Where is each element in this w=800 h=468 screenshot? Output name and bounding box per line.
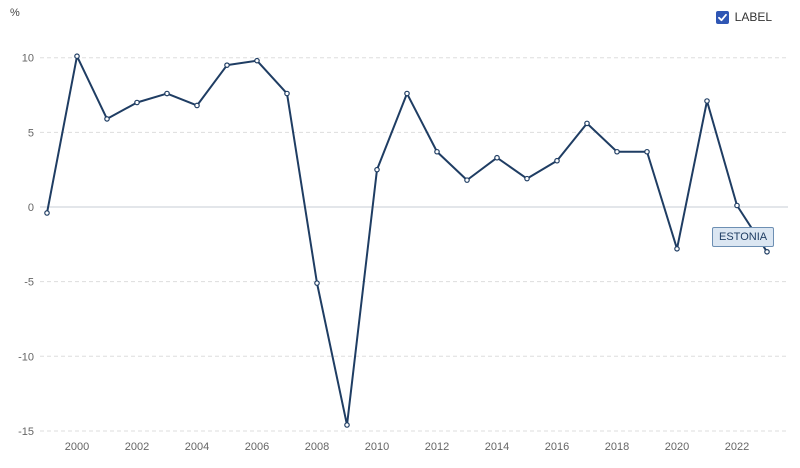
- data-point[interactable]: [764, 248, 770, 255]
- data-point[interactable]: [374, 166, 380, 173]
- y-tick-label: 5: [28, 127, 34, 139]
- axes: % 10 5 0 -5 -10 -15 2000 2002 2004 2006 2008 2010 201…: [10, 7, 749, 453]
- x-tick-label: 2018: [605, 441, 629, 453]
- data-point[interactable]: [224, 62, 230, 68]
- series-line-estonia: [46, 55, 768, 426]
- series-lines: [46, 55, 768, 426]
- data-point[interactable]: [74, 53, 80, 60]
- x-tick-label: 2002: [125, 441, 149, 453]
- legend-checkbox[interactable]: [715, 10, 729, 24]
- y-tick-label: -15: [18, 426, 34, 438]
- legend-label: LABEL: [734, 10, 772, 24]
- x-tick-label: 2008: [305, 441, 329, 453]
- series-tag-estonia: ESTONIA: [712, 227, 775, 247]
- x-tick-label: 2022: [725, 441, 749, 453]
- data-point[interactable]: [194, 102, 200, 109]
- data-point[interactable]: [644, 148, 650, 155]
- data-point[interactable]: [734, 202, 740, 209]
- data-point[interactable]: [254, 57, 260, 64]
- data-point[interactable]: [314, 280, 320, 286]
- data-point[interactable]: [584, 120, 590, 127]
- y-tick-label: 10: [22, 53, 34, 65]
- y-tick-label: -5: [24, 277, 34, 289]
- data-point[interactable]: [614, 148, 620, 155]
- data-point[interactable]: [464, 177, 470, 183]
- x-tick-label: 2020: [665, 441, 689, 453]
- data-point[interactable]: [164, 90, 170, 97]
- data-point[interactable]: [104, 116, 110, 122]
- data-point[interactable]: [494, 154, 500, 161]
- data-point[interactable]: [44, 210, 50, 216]
- legend-item[interactable]: LABEL: [715, 10, 772, 24]
- series-points: [44, 53, 770, 428]
- data-point[interactable]: [524, 175, 530, 182]
- y-tick-label: 0: [28, 202, 34, 214]
- y-axis-unit: %: [10, 7, 20, 19]
- data-point[interactable]: [134, 99, 140, 106]
- x-tick-label: 2012: [425, 441, 449, 453]
- x-tick-label: 2016: [545, 441, 569, 453]
- checkmark-icon: [717, 13, 727, 21]
- data-point[interactable]: [404, 90, 410, 97]
- x-tick-label: 2006: [245, 441, 269, 453]
- y-tick-label: -10: [18, 351, 34, 363]
- data-point[interactable]: [554, 157, 560, 164]
- x-tick-label: 2004: [185, 441, 209, 453]
- x-tick-label: 2000: [65, 441, 89, 453]
- data-point[interactable]: [284, 90, 290, 97]
- data-point[interactable]: [434, 148, 440, 155]
- data-point[interactable]: [704, 98, 710, 104]
- x-tick-label: 2014: [485, 441, 509, 453]
- data-point[interactable]: [674, 246, 680, 252]
- x-tick-label: 2010: [365, 441, 389, 453]
- data-point[interactable]: [344, 422, 350, 428]
